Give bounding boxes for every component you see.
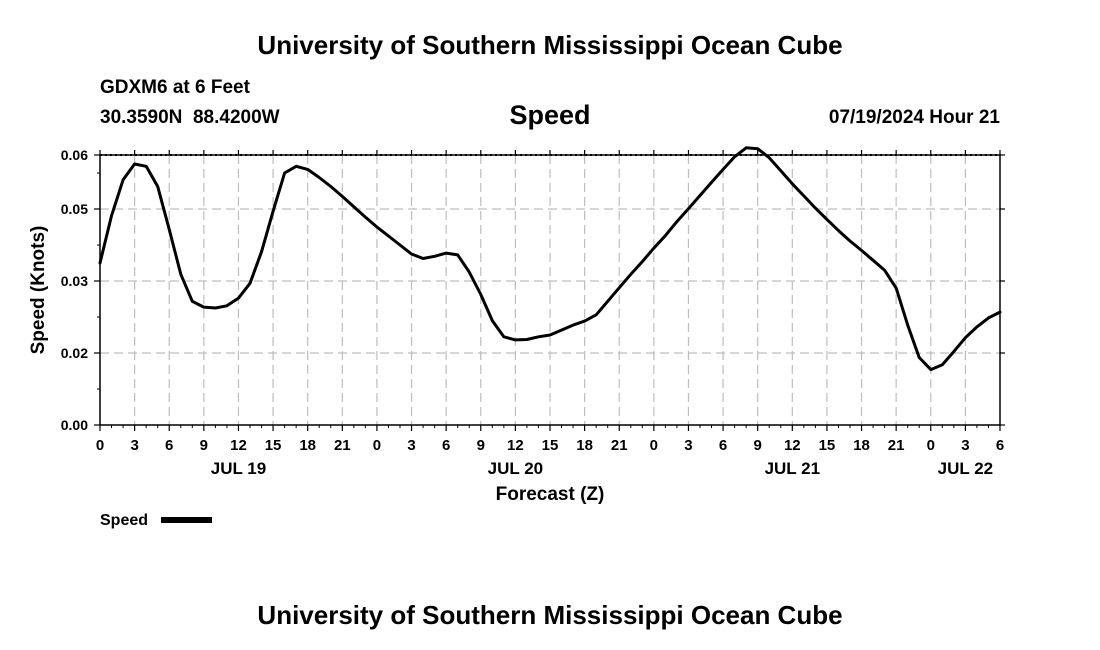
legend-label: Speed [100, 512, 148, 529]
x-tick-labels: 0 3 6 9 12 15 18 21 0 3 6 9 12 15 18 21 0 3 6 9 12 15 18 21 0 3 6 [96, 437, 1004, 454]
date-label: JUL 20 [488, 459, 543, 478]
x-tick-label: 6 [996, 437, 1004, 454]
footer-title: University of Southern Mississippi Ocean… [257, 600, 843, 630]
x-tick-label: 9 [200, 437, 208, 454]
x-tick-label: 15 [819, 437, 836, 454]
x-tick-label: 21 [334, 437, 351, 454]
date-labels: JUL 19 JUL 20 JUL 21 JUL 22 [211, 459, 993, 478]
datetime-label: 07/19/2024 Hour 21 [828, 107, 1000, 128]
x-tick-label: 18 [853, 437, 870, 454]
date-label: JUL 21 [765, 459, 820, 478]
x-tick-label: 6 [719, 437, 727, 454]
x-tick-label: 3 [961, 437, 969, 454]
y-tick-label: 0.00 [61, 417, 88, 433]
x-tick-label: 0 [650, 437, 658, 454]
station-label: GDXM6 at 6 Feet [100, 77, 250, 98]
x-tick-label: 0 [96, 437, 104, 454]
x-tick-label: 9 [477, 437, 485, 454]
x-tick-label: 12 [230, 437, 247, 454]
x-tick-label: 6 [165, 437, 173, 454]
x-tick-label: 18 [576, 437, 593, 454]
y-tick-label: 0.05 [61, 201, 88, 217]
x-axis-label: Forecast (Z) [496, 484, 605, 505]
panel-title: Speed [509, 100, 591, 130]
x-tick-label: 3 [407, 437, 415, 454]
speed-series-line [98, 146, 1002, 372]
coordinates-label: 30.3590N 88.4200W [100, 107, 280, 128]
y-tick-label: 0.03 [61, 273, 88, 289]
y-tick-label: 0.02 [61, 345, 88, 361]
chart-title: University of Southern Mississippi Ocean… [257, 30, 843, 60]
y-tick-labels: 0.00 0.02 0.03 0.05 0.06 [61, 147, 88, 433]
x-tick-label: 15 [542, 437, 559, 454]
x-tick-label: 3 [130, 437, 138, 454]
x-tick-label: 21 [888, 437, 905, 454]
date-label: JUL 19 [211, 459, 266, 478]
grid [100, 155, 1000, 425]
x-tick-label: 0 [927, 437, 935, 454]
x-tick-label: 21 [611, 437, 628, 454]
x-tick-label: 15 [265, 437, 282, 454]
x-tick-label: 18 [299, 437, 316, 454]
y-tick-label: 0.06 [61, 147, 88, 163]
x-tick-label: 12 [507, 437, 524, 454]
x-tick-label: 9 [754, 437, 762, 454]
y-axis-label: Speed (Knots) [28, 226, 49, 355]
x-tick-label: 6 [442, 437, 450, 454]
x-tick-label: 0 [373, 437, 381, 454]
date-label: JUL 22 [938, 459, 993, 478]
x-tick-label: 3 [684, 437, 692, 454]
x-tick-label: 12 [784, 437, 801, 454]
axis-ticks [94, 150, 1005, 431]
